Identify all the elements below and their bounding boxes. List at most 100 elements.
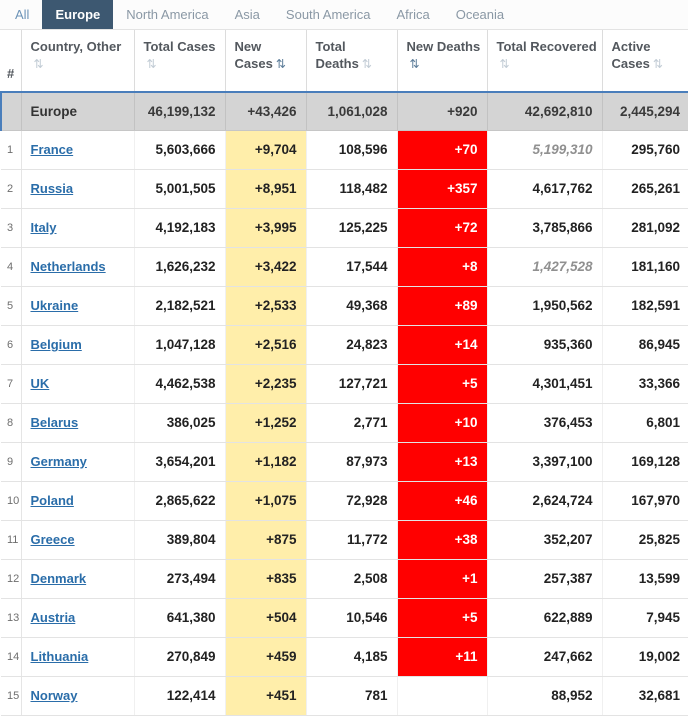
total-recovered-cell: 3,785,866	[487, 208, 603, 248]
total-deaths-cell: 49,368	[306, 286, 398, 326]
country-link[interactable]: France	[30, 142, 74, 157]
new-deaths-cell: +70	[397, 130, 488, 170]
country-link[interactable]: Germany	[30, 454, 87, 469]
sort-icon[interactable]: ⇅	[275, 56, 286, 71]
country-link[interactable]: Poland	[30, 493, 74, 508]
country-link[interactable]: Denmark	[30, 571, 87, 586]
col-header-new-cases[interactable]: New Cases ⇅	[225, 30, 307, 93]
total-recovered-cell: 1,427,528	[487, 247, 603, 287]
active-cases-cell: 6,801	[602, 403, 688, 443]
total-deaths-cell: 10,546	[306, 598, 398, 638]
country-link[interactable]: Italy	[30, 220, 57, 235]
country-cell: France	[21, 130, 135, 170]
new-deaths-cell: +46	[397, 481, 488, 521]
tab-europe[interactable]: Europe	[42, 0, 114, 29]
rank-cell: 14	[1, 637, 22, 677]
rank-cell: 13	[1, 598, 22, 638]
new-cases-cell: +451	[225, 676, 307, 716]
total-recovered-cell: 2,624,724	[487, 481, 603, 521]
tab-africa[interactable]: Africa	[396, 7, 430, 22]
col-header-country[interactable]: Country, Other ⇅	[21, 30, 135, 93]
new-deaths-cell: +11	[397, 637, 488, 677]
country-link[interactable]: Lithuania	[30, 649, 89, 664]
col-header-total-recovered[interactable]: Total Recovered ⇅	[487, 30, 603, 93]
total-recovered-cell: 88,952	[487, 676, 603, 716]
total-recovered-cell: 42,692,810	[487, 91, 603, 131]
country-link[interactable]: Norway	[30, 688, 78, 703]
sort-icon[interactable]: ⇅	[33, 56, 44, 71]
country-link[interactable]: Belarus	[30, 415, 79, 430]
tab-all[interactable]: All	[15, 7, 30, 22]
total-recovered-cell: 4,301,451	[487, 364, 603, 404]
table-row: 9 Germany 3,654,201 +1,182 87,973 +13 3,397,10…	[1, 442, 688, 482]
tab-south-america[interactable]: South America	[285, 7, 371, 22]
table-row: 11 Greece 389,804 +875 11,772 +38 352,207 25,82…	[1, 520, 688, 560]
rank-cell: 8	[1, 403, 22, 443]
active-cases-cell: 32,681	[602, 676, 688, 716]
sort-icon[interactable]: ⇅	[146, 56, 157, 71]
total-deaths-cell: 127,721	[306, 364, 398, 404]
active-cases-cell: 181,160	[602, 247, 688, 287]
new-cases-cell: +835	[225, 559, 307, 599]
new-cases-cell: +8,951	[225, 169, 307, 209]
tab-oceania[interactable]: Oceania	[455, 7, 505, 22]
total-cases-cell: 4,462,538	[134, 364, 226, 404]
rank-cell: 7	[1, 364, 22, 404]
table-row: 5 Ukraine 2,182,521 +2,533 49,368 +89 1,950,56…	[1, 286, 688, 326]
country-cell: Germany	[21, 442, 135, 482]
country-cell: Italy	[21, 208, 135, 248]
total-cases-cell: 1,047,128	[134, 325, 226, 365]
active-cases-cell: 2,445,294	[602, 91, 688, 131]
country-cell: Netherlands	[21, 247, 135, 287]
total-recovered-cell: 257,387	[487, 559, 603, 599]
total-cases-cell: 2,182,521	[134, 286, 226, 326]
country-link[interactable]: Ukraine	[30, 298, 79, 313]
country-cell: Lithuania	[21, 637, 135, 677]
new-deaths-cell: +89	[397, 286, 488, 326]
new-deaths-cell: +8	[397, 247, 488, 287]
covid-stats-table: # Country, Other⇅ Total Cases⇅ New Cases ⇅ To…	[0, 30, 688, 716]
rank-cell: 15	[1, 676, 22, 716]
table-row: 7 UK 4,462,538 +2,235 127,721 +5 4,301,451 33,3…	[1, 364, 688, 404]
total-deaths-cell: 1,061,028	[306, 91, 398, 131]
total-recovered-cell: 622,889	[487, 598, 603, 638]
country-cell: Poland	[21, 481, 135, 521]
country-link[interactable]: Netherlands	[30, 259, 106, 274]
tab-asia[interactable]: Asia	[234, 7, 260, 22]
table-row: 4 Netherlands 1,626,232 +3,422 17,544 +8 1,427…	[1, 247, 688, 287]
country-cell: UK	[21, 364, 135, 404]
new-deaths-cell: +1	[397, 559, 488, 599]
col-header-label: New Deaths	[406, 39, 481, 54]
col-header-new-deaths[interactable]: New Deaths ⇅	[397, 30, 488, 93]
col-header-total-cases[interactable]: Total Cases ⇅	[134, 30, 226, 93]
sort-icon[interactable]: ⇅	[652, 56, 663, 71]
total-deaths-cell: 4,185	[306, 637, 398, 677]
col-header-label: Active Cases	[611, 39, 651, 71]
country-link[interactable]: Belgium	[30, 337, 82, 352]
total-cases-cell: 389,804	[134, 520, 226, 560]
total-cases-cell: 270,849	[134, 637, 226, 677]
country-link[interactable]: Austria	[30, 610, 76, 625]
country-cell: Europe	[21, 91, 135, 131]
total-deaths-cell: 108,596	[306, 130, 398, 170]
new-cases-cell: +3,422	[225, 247, 307, 287]
table-row: 13 Austria 641,380 +504 10,546 +5 622,889 7,945	[1, 598, 688, 638]
col-header-total-deaths[interactable]: Total Deaths ⇅	[306, 30, 398, 93]
total-recovered-cell: 352,207	[487, 520, 603, 560]
new-cases-cell: +2,533	[225, 286, 307, 326]
sort-icon[interactable]: ⇅	[499, 56, 510, 71]
col-header-active-cases[interactable]: Active Cases ⇅	[602, 30, 688, 93]
total-cases-cell: 641,380	[134, 598, 226, 638]
sort-icon[interactable]: ⇅	[361, 56, 372, 71]
total-recovered-cell: 935,360	[487, 325, 603, 365]
total-deaths-cell: 2,771	[306, 403, 398, 443]
tab-north-america[interactable]: North America	[126, 7, 209, 22]
new-deaths-cell: +920	[397, 91, 488, 131]
sort-icon[interactable]: ⇅	[409, 56, 420, 71]
table-row: 15 Norway 122,414 +451 781 88,952 32,681	[1, 676, 688, 716]
country-link[interactable]: Russia	[30, 181, 74, 196]
country-link[interactable]: Greece	[30, 532, 75, 547]
country-link[interactable]: UK	[30, 376, 50, 391]
new-cases-cell: +3,995	[225, 208, 307, 248]
region-name: Europe	[30, 103, 78, 119]
